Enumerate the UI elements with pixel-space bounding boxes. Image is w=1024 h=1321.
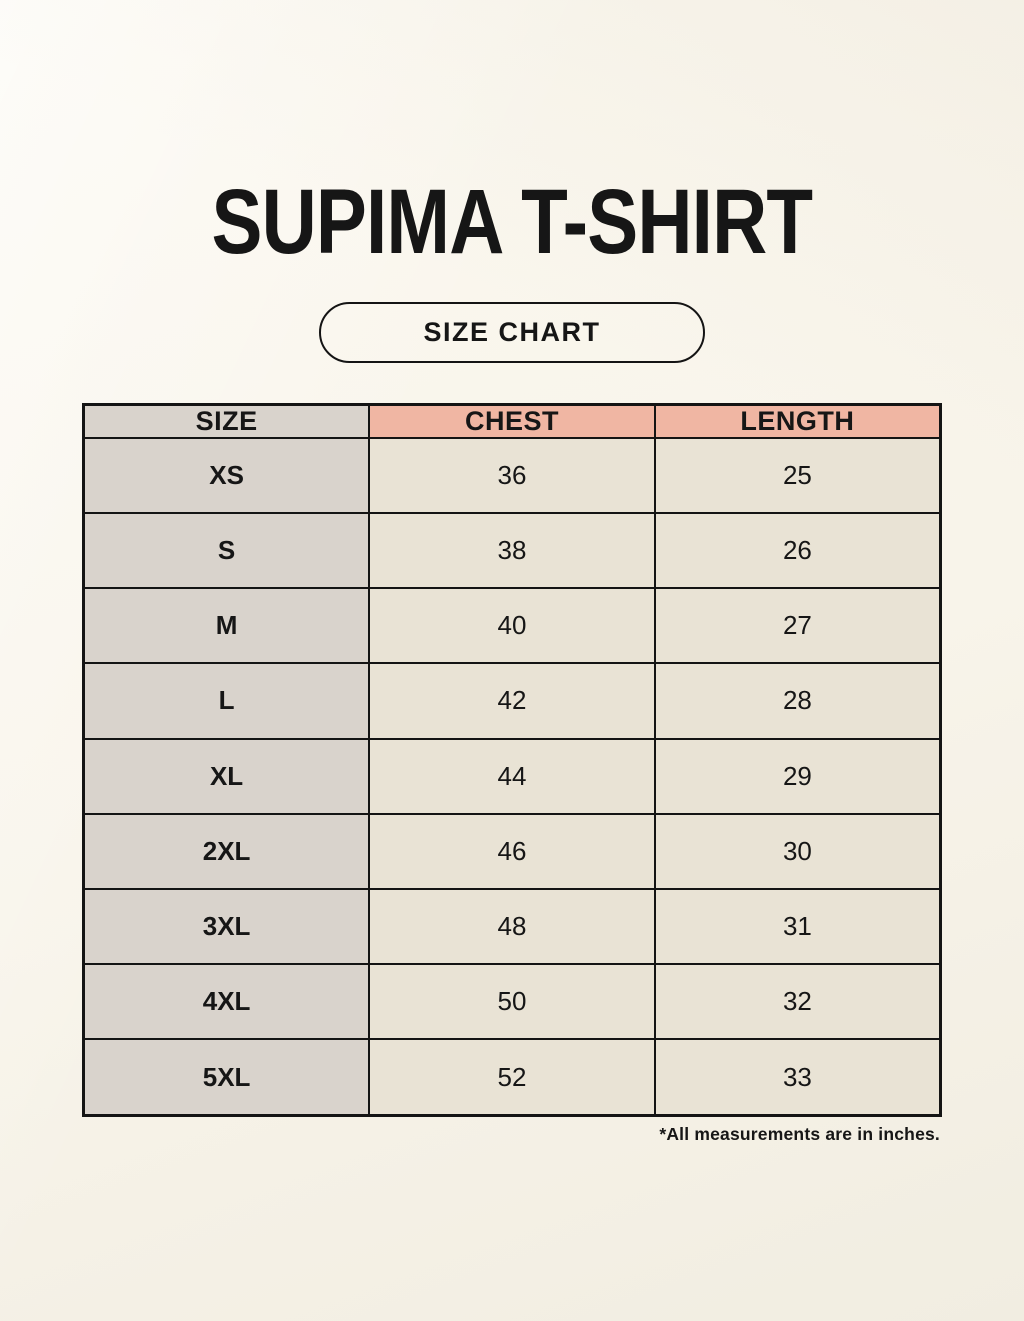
length-cell: 27 — [653, 587, 942, 665]
page-title: SUPIMA T-SHIRT — [0, 176, 1024, 268]
size-cell: XS — [82, 436, 371, 515]
size-cell: 4XL — [82, 962, 371, 1041]
table-row: 5XL 52 33 — [82, 1038, 942, 1117]
table-row: L 42 28 — [82, 662, 942, 740]
table-row: 3XL 48 31 — [82, 887, 942, 965]
table-row: 2XL 46 30 — [82, 812, 942, 890]
size-cell: L — [82, 662, 371, 740]
table-row: 4XL 50 32 — [82, 962, 942, 1041]
length-cell: 30 — [653, 812, 942, 890]
size-cell: 2XL — [82, 812, 371, 890]
header-cell-size: SIZE — [82, 403, 371, 439]
chest-cell: 46 — [368, 812, 656, 890]
chest-cell: 42 — [368, 662, 656, 740]
header-cell-chest: CHEST — [368, 403, 656, 439]
chest-cell: 38 — [368, 512, 656, 590]
measurements-footnote: *All measurements are in inches. — [659, 1124, 940, 1144]
table-header-row: SIZE CHEST LENGTH — [82, 403, 942, 439]
length-cell: 26 — [653, 512, 942, 590]
page-title-text: SUPIMA T-SHIRT — [211, 171, 814, 273]
length-cell: 28 — [653, 662, 942, 740]
length-cell: 25 — [653, 436, 942, 515]
length-cell: 31 — [653, 887, 942, 965]
length-cell: 33 — [653, 1038, 942, 1117]
size-chart-badge-label: SIZE CHART — [423, 317, 601, 347]
table-row: M 40 27 — [82, 587, 942, 665]
chest-cell: 50 — [368, 962, 656, 1041]
size-cell: M — [82, 587, 371, 665]
chest-cell: 36 — [368, 436, 656, 515]
table-row: S 38 26 — [82, 512, 942, 590]
table-row: XS 36 25 — [82, 436, 942, 515]
size-chart-table: SIZE CHEST LENGTH XS 36 25 S 38 26 M 40 … — [82, 403, 942, 1117]
chest-cell: 48 — [368, 887, 656, 965]
length-cell: 32 — [653, 962, 942, 1041]
chest-cell: 44 — [368, 737, 656, 815]
length-cell: 29 — [653, 737, 942, 815]
size-cell: XL — [82, 737, 371, 815]
size-cell: S — [82, 512, 371, 590]
chest-cell: 40 — [368, 587, 656, 665]
header-cell-length: LENGTH — [653, 403, 942, 439]
size-chart-badge: SIZE CHART — [319, 302, 705, 363]
table-row: XL 44 29 — [82, 737, 942, 815]
size-cell: 5XL — [82, 1038, 371, 1117]
chest-cell: 52 — [368, 1038, 656, 1117]
size-cell: 3XL — [82, 887, 371, 965]
